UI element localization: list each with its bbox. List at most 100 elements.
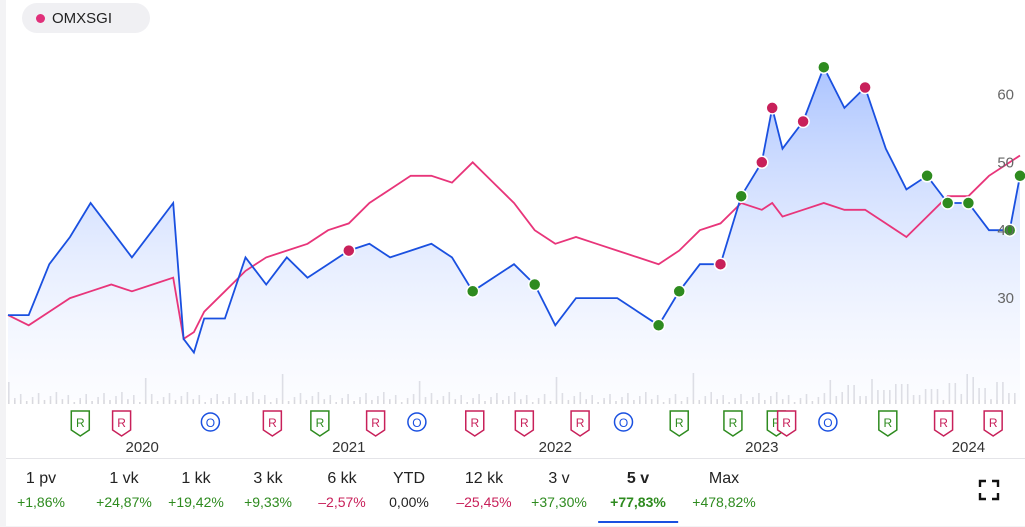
report-marker[interactable]: R	[723, 410, 743, 437]
report-marker-label: R	[470, 416, 479, 430]
period-change: +9,33%	[244, 494, 292, 510]
volume-bar	[662, 402, 665, 404]
report-marker[interactable]: R	[933, 410, 954, 437]
volume-bar	[305, 400, 308, 404]
period-label: 3 kk	[253, 470, 283, 487]
volume-bar	[990, 399, 992, 404]
report-marker[interactable]: R	[669, 410, 689, 437]
volume-bar	[204, 402, 206, 404]
report-marker[interactable]: R	[983, 410, 1003, 437]
volume-bar	[156, 401, 159, 404]
event-dot[interactable]	[920, 169, 934, 183]
event-dot[interactable]	[465, 284, 480, 299]
volume-bar	[490, 397, 492, 404]
event-dot[interactable]	[858, 80, 872, 95]
report-marker[interactable]: R	[570, 410, 590, 437]
volume-bar	[228, 397, 230, 404]
volume-bar	[91, 401, 93, 404]
fullscreen-icon[interactable]	[978, 479, 1000, 501]
event-dot[interactable]	[765, 101, 779, 115]
volume-bar	[520, 399, 522, 404]
report-marker[interactable]: R	[514, 410, 535, 437]
report-marker[interactable]: R	[70, 410, 91, 437]
volume-bar	[73, 402, 76, 404]
report-marker[interactable]: O	[200, 412, 221, 432]
volume-bar	[287, 401, 290, 404]
period-max[interactable]: Max +478,82%	[692, 469, 755, 512]
volume-bar	[537, 398, 540, 404]
period-5-v[interactable]: 5 v +77,83%	[598, 469, 678, 523]
period-3-kk[interactable]: 3 kk +9,33%	[244, 469, 292, 512]
volume-bar	[222, 401, 224, 404]
volume-bar	[454, 399, 457, 404]
volume-bar	[531, 402, 534, 404]
volume-bar	[97, 397, 99, 404]
volume-bar	[240, 400, 242, 404]
period-6-kk[interactable]: 6 kk –2,57%	[318, 469, 365, 512]
legend-omxsgi[interactable]: OMXSGI	[22, 3, 150, 33]
period-change: +37,30%	[531, 494, 587, 510]
event-dot[interactable]	[651, 318, 666, 333]
report-marker-label: R	[576, 416, 585, 430]
event-dot[interactable]	[817, 60, 831, 74]
period-change: –25,45%	[456, 494, 512, 510]
volume-bar	[406, 398, 409, 404]
period-label: 1 kk	[181, 470, 211, 487]
report-marker[interactable]: R	[310, 410, 330, 437]
event-dot[interactable]	[342, 243, 356, 258]
report-marker-label: R	[76, 416, 85, 430]
report-marker-label: R	[316, 416, 325, 430]
volume-bar	[585, 399, 587, 404]
report-marker[interactable]: R	[262, 410, 283, 437]
volume-bar	[680, 401, 683, 404]
event-dot[interactable]	[961, 196, 976, 210]
event-dot[interactable]	[1013, 169, 1025, 183]
event-dot[interactable]	[672, 284, 686, 299]
report-marker[interactable]: O	[407, 412, 427, 432]
volume-bar	[793, 402, 796, 404]
event-dot[interactable]	[734, 189, 748, 203]
period-1-pv[interactable]: 1 pv +1,86%	[17, 469, 65, 512]
volume-bar	[127, 399, 129, 404]
volume-bar	[698, 400, 701, 404]
report-marker-label: R	[729, 416, 738, 430]
y-axis: 30 40 50 60	[997, 86, 1014, 307]
event-dot[interactable]	[940, 196, 955, 210]
report-marker[interactable]: R	[365, 410, 386, 437]
period-1-vk[interactable]: 1 vk +24,87%	[96, 469, 152, 512]
period-ytd[interactable]: YTD 0,00%	[389, 469, 429, 512]
event-dot[interactable]	[713, 257, 728, 271]
volume-bar	[466, 402, 468, 404]
volume-bar	[293, 397, 296, 404]
report-marker[interactable]: R	[465, 410, 485, 437]
legend-label: OMXSGI	[52, 9, 113, 27]
report-marker[interactable]: O	[613, 412, 634, 432]
report-marker[interactable]: R	[878, 410, 898, 437]
event-dot[interactable]	[796, 114, 810, 129]
period-label: 1 vk	[109, 470, 139, 487]
price-line	[8, 64, 1021, 355]
volume-bar	[502, 400, 504, 404]
y-tick-label: 30	[997, 290, 1014, 307]
period-3-v[interactable]: 3 v +37,30%	[531, 469, 587, 512]
event-dot[interactable]	[527, 277, 542, 292]
volume-bar	[25, 401, 28, 404]
volume-bar	[716, 399, 718, 404]
volume-bar	[436, 400, 439, 404]
volume-bar	[258, 399, 260, 404]
period-1-kk[interactable]: 1 kk +19,42%	[168, 469, 224, 512]
event-dots	[342, 60, 1025, 333]
volume-bar	[335, 402, 337, 404]
report-marker[interactable]: R	[111, 410, 132, 437]
volume-bar	[43, 400, 46, 404]
event-dot[interactable]	[755, 155, 769, 170]
event-dot[interactable]	[1002, 223, 1017, 237]
volume-bar	[728, 402, 730, 404]
report-marker[interactable]: O	[818, 412, 838, 432]
volume-bar	[752, 397, 754, 404]
period-12-kk[interactable]: 12 kk –25,45%	[456, 469, 511, 512]
report-marker[interactable]: R	[776, 410, 797, 437]
volume-bar	[400, 402, 403, 404]
